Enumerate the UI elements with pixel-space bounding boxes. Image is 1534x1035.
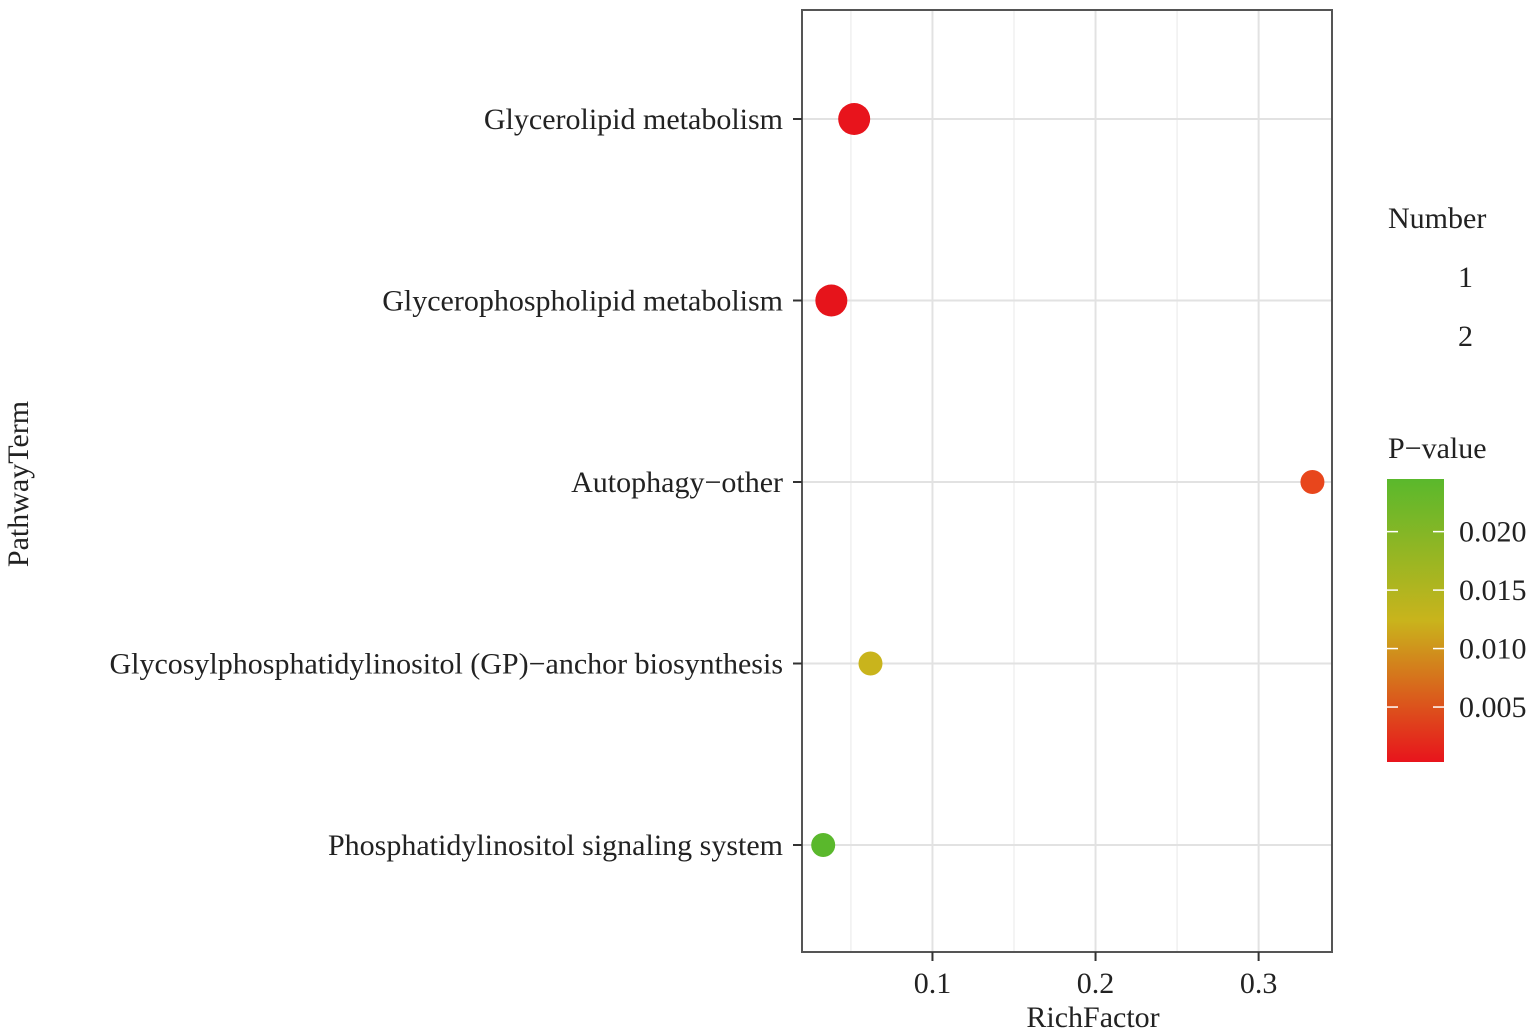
size-legend: Number 1 2 [1388,202,1486,353]
points-layer [811,103,1325,857]
color-legend: P−value 0.005 0.010 0.015 0.020 [1387,432,1527,762]
x-axis-title: RichFactor [1026,1001,1159,1030]
y-axis: Glycerolipid metabolism Glycerophospholip… [109,103,802,862]
y-tick-label: Glycerolipid metabolism [484,103,783,136]
color-legend-label: 0.015 [1459,574,1527,607]
data-point [815,284,848,317]
y-axis-title: PathwayTerm [2,401,35,567]
x-tick-label: 0.3 [1240,967,1278,1000]
y-tick-label: Glycerophospholipid metabolism [382,285,783,318]
data-point [858,651,883,676]
color-legend-bar [1387,479,1444,762]
x-axis: 0.1 0.2 0.3 [914,952,1278,1000]
data-point [811,833,836,857]
color-legend-label: 0.005 [1459,691,1527,724]
y-tick-label: Glycosylphosphatidylinositol (GP)−anchor… [109,648,783,681]
size-legend-label-2: 2 [1458,320,1473,353]
data-point [1300,470,1325,494]
color-legend-ticks: 0.005 0.010 0.015 0.020 [1387,516,1527,724]
size-legend-label-1: 1 [1458,261,1473,294]
color-legend-label: 0.010 [1459,633,1527,666]
y-tick-label: Phosphatidylinositol signaling system [328,829,783,862]
size-legend-title: Number [1388,202,1486,235]
x-tick-label: 0.2 [1077,967,1115,1000]
grid-layer [802,10,1332,952]
data-point [838,103,871,135]
color-legend-title: P−value [1388,432,1487,465]
x-tick-label: 0.1 [914,967,952,1000]
y-tick-label: Autophagy−other [571,466,783,499]
color-legend-label: 0.020 [1459,516,1527,549]
